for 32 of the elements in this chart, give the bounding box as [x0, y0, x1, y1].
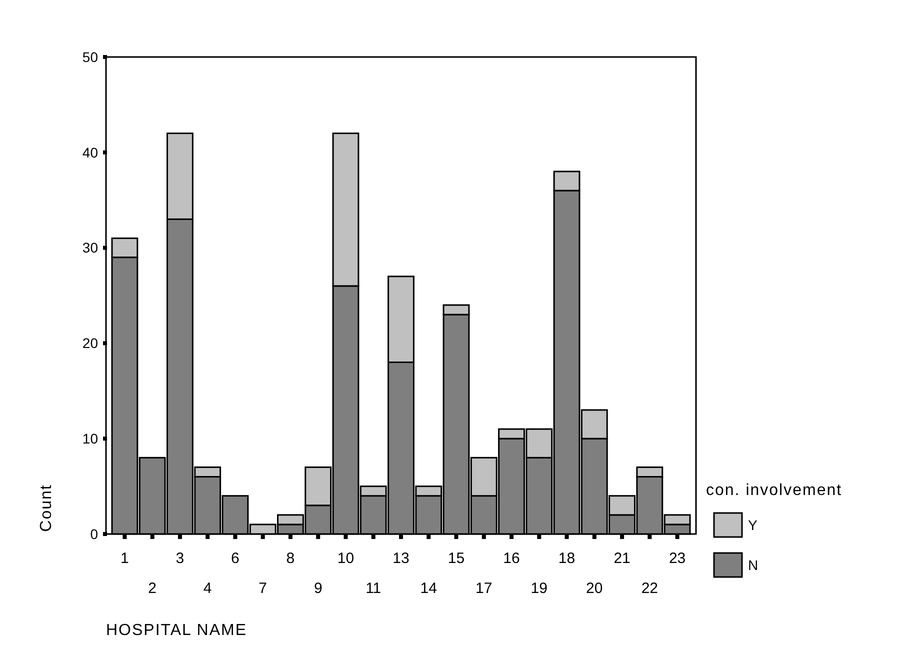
x-tick-label: 21 — [614, 550, 630, 567]
x-tick-label: 9 — [314, 580, 322, 597]
y-tick-label: 20 — [82, 335, 98, 352]
legend-label: N — [748, 556, 758, 573]
x-tick-label: 8 — [286, 550, 295, 567]
y-tick-label: 10 — [82, 430, 98, 446]
x-tick-label: 22 — [641, 580, 658, 597]
x-tick-label: 13 — [392, 550, 410, 567]
x-tick-label: 17 — [476, 580, 492, 597]
x-tick-label: 7 — [258, 580, 268, 597]
x-tick-label: 4 — [203, 580, 212, 597]
x-tick-label: 10 — [337, 550, 354, 567]
x-tick-label: 18 — [558, 550, 576, 567]
legend-title: con. involvement — [706, 482, 842, 499]
x-tick-label: 19 — [530, 580, 548, 597]
x-tick-label: 11 — [366, 580, 382, 597]
x-axis-title: HOSPITAL NAME — [106, 622, 248, 639]
x-tick-label: 20 — [586, 580, 603, 597]
x-tick-label: 6 — [231, 550, 240, 567]
x-tick-label: 1 — [120, 550, 129, 567]
x-tick-label: 23 — [668, 550, 686, 567]
legend-label: Y — [748, 516, 758, 533]
x-tick-label: 16 — [503, 550, 520, 567]
y-tick-label: 40 — [82, 144, 98, 160]
y-tick-label: 50 — [82, 48, 98, 65]
y-axis-title: Count — [38, 484, 55, 532]
y-tick-label: 30 — [82, 240, 98, 256]
x-tick-label: 15 — [448, 550, 465, 567]
x-tick-label: 2 — [148, 580, 157, 597]
x-tick-label: 3 — [176, 550, 184, 567]
y-tick-label: 0 — [90, 526, 98, 542]
x-tick-label: 14 — [420, 580, 437, 597]
